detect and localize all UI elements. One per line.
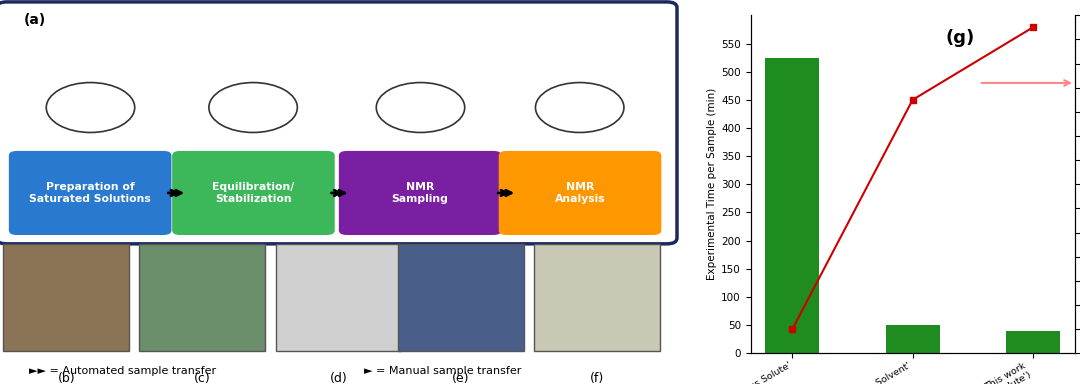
Bar <box>139 244 266 351</box>
Bar <box>886 325 940 353</box>
Bar <box>766 58 820 353</box>
Text: (e): (e) <box>453 372 470 384</box>
FancyBboxPatch shape <box>0 2 677 244</box>
Text: ►► = Automated sample transfer: ►► = Automated sample transfer <box>29 366 216 376</box>
Text: (b): (b) <box>57 372 76 384</box>
FancyBboxPatch shape <box>9 151 172 235</box>
Text: NMR
Sampling: NMR Sampling <box>392 182 448 204</box>
Bar <box>1005 331 1059 353</box>
Y-axis label: Experimental Time per Sample (min): Experimental Time per Sample (min) <box>707 88 717 280</box>
Bar <box>535 244 660 351</box>
Text: NMR
Analysis: NMR Analysis <box>555 182 606 204</box>
Bar <box>275 244 402 351</box>
Text: Equilibration/
Stabilization: Equilibration/ Stabilization <box>213 182 295 204</box>
Text: (d): (d) <box>329 372 348 384</box>
Text: (f): (f) <box>590 372 604 384</box>
Text: ► = Manual sample transfer: ► = Manual sample transfer <box>364 366 521 376</box>
Bar <box>399 244 524 351</box>
FancyBboxPatch shape <box>172 151 335 235</box>
Text: Preparation of
Saturated Solutions: Preparation of Saturated Solutions <box>29 182 151 204</box>
FancyBboxPatch shape <box>339 151 501 235</box>
Text: (g): (g) <box>945 29 974 47</box>
FancyBboxPatch shape <box>499 151 661 235</box>
Text: (c): (c) <box>194 372 211 384</box>
Bar <box>3 244 130 351</box>
Text: (a): (a) <box>24 13 46 27</box>
